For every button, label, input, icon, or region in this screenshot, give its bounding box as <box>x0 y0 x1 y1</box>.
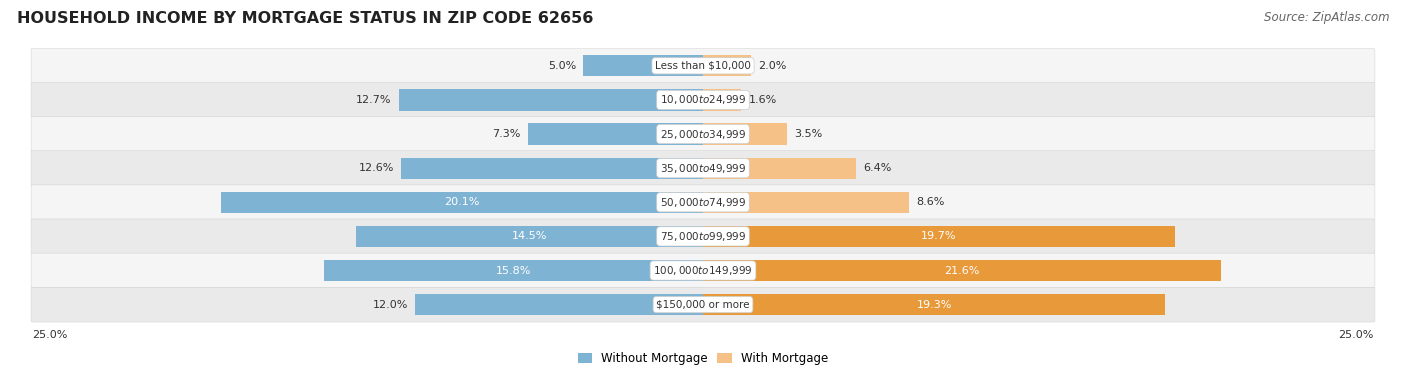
Text: 20.1%: 20.1% <box>444 197 479 207</box>
Text: $150,000 or more: $150,000 or more <box>657 300 749 310</box>
Text: 25.0%: 25.0% <box>32 330 67 340</box>
Bar <box>703 260 1220 281</box>
Text: 3.5%: 3.5% <box>794 129 823 139</box>
Text: $35,000 to $49,999: $35,000 to $49,999 <box>659 162 747 175</box>
Text: 14.5%: 14.5% <box>512 231 547 242</box>
Text: Source: ZipAtlas.com: Source: ZipAtlas.com <box>1264 11 1389 24</box>
Text: HOUSEHOLD INCOME BY MORTGAGE STATUS IN ZIP CODE 62656: HOUSEHOLD INCOME BY MORTGAGE STATUS IN Z… <box>17 11 593 26</box>
FancyBboxPatch shape <box>31 253 1375 288</box>
Text: $75,000 to $99,999: $75,000 to $99,999 <box>659 230 747 243</box>
Text: 2.0%: 2.0% <box>758 61 786 71</box>
Bar <box>399 89 703 110</box>
Bar <box>703 226 1175 247</box>
FancyBboxPatch shape <box>31 151 1375 186</box>
Text: 25.0%: 25.0% <box>1339 330 1374 340</box>
Bar <box>703 89 741 110</box>
Text: 6.4%: 6.4% <box>863 163 891 173</box>
Bar <box>703 294 1166 315</box>
Bar <box>415 294 703 315</box>
Bar <box>583 55 703 76</box>
Text: 1.6%: 1.6% <box>748 95 776 105</box>
Text: $10,000 to $24,999: $10,000 to $24,999 <box>659 93 747 107</box>
Bar <box>221 192 703 213</box>
Text: 12.7%: 12.7% <box>356 95 391 105</box>
FancyBboxPatch shape <box>31 287 1375 322</box>
Text: 21.6%: 21.6% <box>943 265 980 276</box>
Bar <box>325 260 703 281</box>
FancyBboxPatch shape <box>31 219 1375 254</box>
Bar <box>703 55 751 76</box>
Bar <box>703 192 910 213</box>
FancyBboxPatch shape <box>31 48 1375 83</box>
FancyBboxPatch shape <box>31 117 1375 152</box>
Bar <box>703 124 787 145</box>
Text: 15.8%: 15.8% <box>496 265 531 276</box>
Text: $100,000 to $149,999: $100,000 to $149,999 <box>654 264 752 277</box>
FancyBboxPatch shape <box>31 185 1375 220</box>
Bar <box>356 226 703 247</box>
FancyBboxPatch shape <box>31 82 1375 117</box>
Bar <box>401 158 703 179</box>
Text: 19.7%: 19.7% <box>921 231 957 242</box>
Text: 8.6%: 8.6% <box>917 197 945 207</box>
Text: 7.3%: 7.3% <box>492 129 520 139</box>
Bar <box>529 124 703 145</box>
Text: 12.0%: 12.0% <box>373 300 408 310</box>
Text: 12.6%: 12.6% <box>359 163 394 173</box>
Bar <box>703 158 856 179</box>
Text: $50,000 to $74,999: $50,000 to $74,999 <box>659 196 747 209</box>
Text: 19.3%: 19.3% <box>917 300 952 310</box>
Legend: Without Mortgage, With Mortgage: Without Mortgage, With Mortgage <box>574 347 832 370</box>
Text: Less than $10,000: Less than $10,000 <box>655 61 751 71</box>
Text: $25,000 to $34,999: $25,000 to $34,999 <box>659 127 747 141</box>
Text: 5.0%: 5.0% <box>548 61 576 71</box>
